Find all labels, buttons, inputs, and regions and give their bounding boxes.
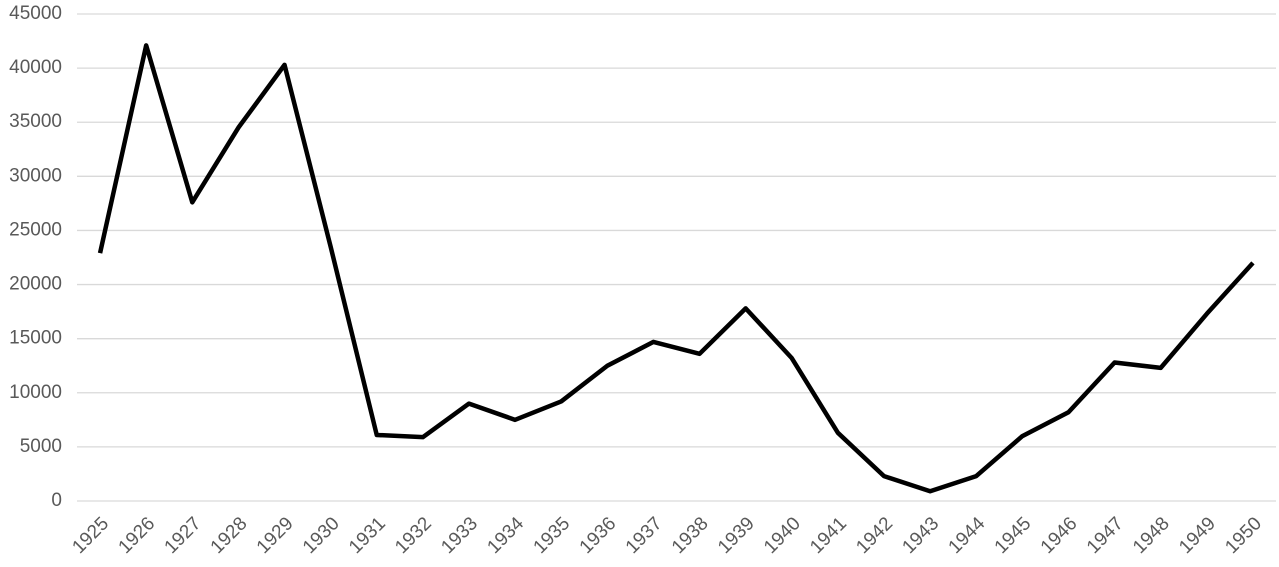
x-tick-label: 1926 bbox=[115, 513, 160, 558]
y-tick-label: 5000 bbox=[20, 436, 62, 457]
x-tick-label: 1944 bbox=[945, 513, 990, 558]
x-tick-label: 1931 bbox=[345, 513, 390, 558]
y-tick-label: 15000 bbox=[9, 328, 62, 349]
y-tick-label: 40000 bbox=[9, 57, 62, 78]
x-tick-label: 1939 bbox=[714, 513, 759, 558]
y-tick-label: 30000 bbox=[9, 165, 62, 186]
y-tick-label: 25000 bbox=[9, 219, 62, 240]
y-tick-label: 0 bbox=[51, 490, 62, 511]
y-tick-label: 45000 bbox=[9, 3, 62, 24]
x-tick-label: 1934 bbox=[483, 513, 528, 558]
x-tick-label: 1950 bbox=[1221, 513, 1266, 558]
x-tick-label: 1945 bbox=[991, 513, 1036, 558]
x-tick-label: 1941 bbox=[806, 513, 851, 558]
x-tick-label: 1943 bbox=[898, 513, 943, 558]
x-tick-label: 1932 bbox=[391, 513, 436, 558]
x-tick-label: 1948 bbox=[1129, 513, 1174, 558]
x-tick-label: 1940 bbox=[760, 513, 805, 558]
x-tick-label: 1947 bbox=[1083, 513, 1128, 558]
x-tick-label: 1925 bbox=[68, 513, 113, 558]
x-tick-label: 1942 bbox=[852, 513, 897, 558]
y-tick-label: 20000 bbox=[9, 274, 62, 295]
y-tick-label: 10000 bbox=[9, 382, 62, 403]
x-tick-label: 1933 bbox=[437, 513, 482, 558]
x-tick-label: 1936 bbox=[576, 513, 621, 558]
y-tick-label: 35000 bbox=[9, 111, 62, 132]
x-tick-label: 1949 bbox=[1175, 513, 1220, 558]
x-tick-label: 1929 bbox=[253, 513, 298, 558]
x-tick-label: 1937 bbox=[622, 513, 667, 558]
x-tick-label: 1927 bbox=[161, 513, 206, 558]
x-tick-label: 1946 bbox=[1037, 513, 1082, 558]
x-tick-label: 1938 bbox=[668, 513, 713, 558]
data-line bbox=[97, 43, 1255, 494]
x-tick-label: 1928 bbox=[207, 513, 252, 558]
x-tick-label: 1930 bbox=[299, 513, 344, 558]
x-tick-label: 1935 bbox=[530, 513, 575, 558]
